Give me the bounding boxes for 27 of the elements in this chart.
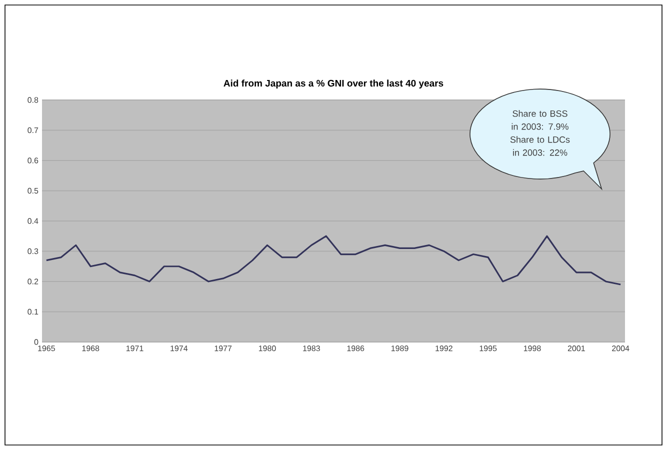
x-tick-label: 1986 bbox=[347, 346, 364, 352]
y-tick-label: 0.3 bbox=[28, 248, 38, 254]
x-tick-label: 1971 bbox=[126, 346, 144, 352]
x-tick-label: 1980 bbox=[258, 346, 276, 352]
x-tick-label: 1968 bbox=[82, 346, 100, 352]
x-tick-label: 1965 bbox=[38, 346, 55, 352]
x-tick-label: 1992 bbox=[436, 346, 452, 352]
y-tick-label: 0.2 bbox=[28, 278, 38, 284]
x-tick-label: 2004 bbox=[612, 346, 630, 352]
x-tick-label: 1977 bbox=[214, 346, 232, 352]
y-tick-label: 0.8 bbox=[28, 97, 38, 103]
annotation: Share to BSS in 2003: 7.9% bbox=[512, 110, 568, 130]
x-tick-label: 1974 bbox=[170, 346, 188, 352]
y-tick-label: 0.4 bbox=[28, 218, 38, 224]
line-series bbox=[46, 235, 622, 286]
annotation: Share to LDCs in 2003: 22% bbox=[510, 136, 570, 156]
y-tick-label: 0 bbox=[34, 339, 38, 345]
x-tick-label: 1983 bbox=[303, 346, 320, 352]
x-tick-label: 1998 bbox=[524, 346, 541, 352]
x-tick-label: 2001 bbox=[568, 346, 585, 352]
y-tick-label: 0.5 bbox=[28, 188, 38, 194]
y-tick-label: 0.1 bbox=[28, 308, 38, 315]
y-tick-label: 0.6 bbox=[28, 158, 38, 164]
y-tick-label: 0.7 bbox=[28, 127, 38, 134]
x-tick-label: 1989 bbox=[391, 346, 408, 352]
x-tick-label: 1995 bbox=[480, 346, 497, 352]
chart-title: Aid from Japan as a % GNI over the last 40 years bbox=[224, 80, 444, 88]
